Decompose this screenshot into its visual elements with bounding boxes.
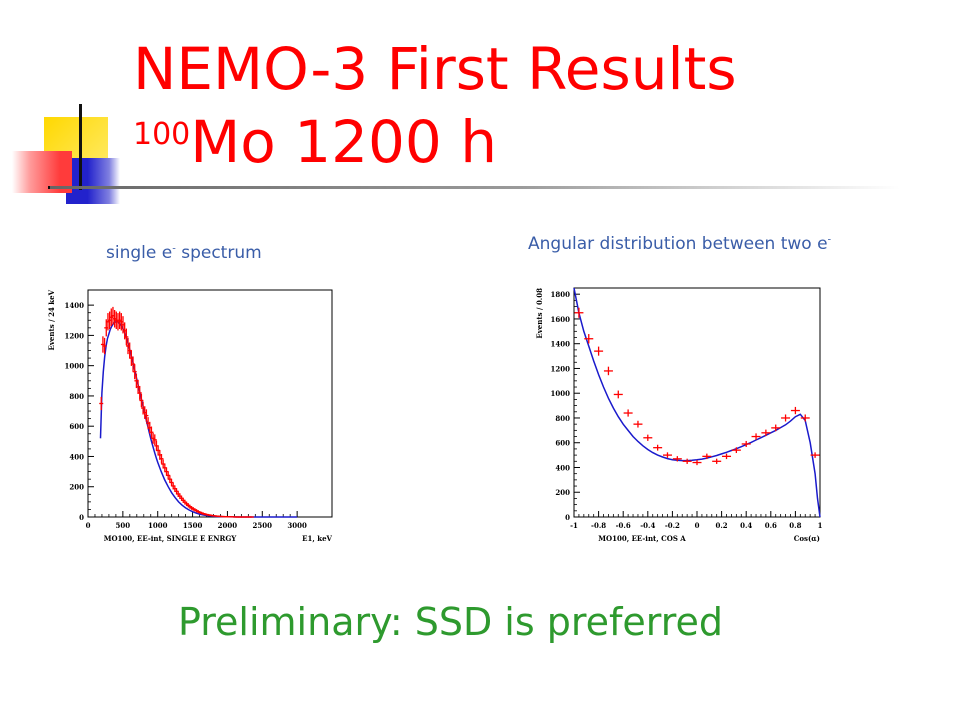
chart1-data-point <box>633 420 643 428</box>
chart1-y-tick-label: 1200 <box>551 364 571 373</box>
right-chart-caption: Angular distribution between two e- <box>528 234 831 254</box>
chart1-data-point <box>662 452 672 458</box>
chart1-x-tick-label: 0 <box>695 521 700 530</box>
chart1-x-tick-label: 0.2 <box>716 521 728 530</box>
chart1-x-tick-label: -0.2 <box>665 521 680 530</box>
chart0-x-tick-label: 3000 <box>287 521 307 530</box>
chart1-data-point <box>790 406 800 415</box>
chart1-data-point <box>594 346 604 356</box>
chart0-data-point <box>144 409 149 422</box>
chart1-data-point <box>682 458 692 464</box>
chart0-x-tick-label: 500 <box>116 521 131 530</box>
chart1-data-point <box>692 459 702 466</box>
chart0-data-point <box>99 396 104 411</box>
chart1-data-point <box>741 440 751 447</box>
decor-blue-square <box>66 158 120 204</box>
chart0-x-axis-label: MO100, EE-int, SINGLE E ENRGY <box>104 534 238 543</box>
left-chart-caption: single e- spectrum <box>106 243 262 263</box>
chart1-x-axis-label: MO100, EE-int, COS A <box>598 534 686 543</box>
chart1-data-point <box>781 414 791 422</box>
title-superscript: 100 <box>133 117 191 152</box>
chart1-data-point <box>584 334 594 344</box>
chart1-data-point <box>761 429 771 437</box>
page-title: NEMO-3 First Results 100Mo 1200 h <box>133 36 737 175</box>
chart0-data-point <box>131 356 136 372</box>
chart1-x-axis-unit: Cos(α) <box>794 534 820 543</box>
chart1-data-point <box>603 366 613 376</box>
chart0-y-tick-label: 1400 <box>65 301 85 310</box>
chart1-x-tick-label: -0.6 <box>616 521 631 530</box>
chart0-x-tick-label: 2000 <box>218 521 238 530</box>
chart1-x-tick-label: 0.8 <box>789 521 801 530</box>
chart1-y-tick-label: 600 <box>555 439 570 448</box>
chart0-data-point <box>137 385 142 400</box>
chart0-y-tick-label: 200 <box>69 483 84 492</box>
chart1-data-point <box>702 453 712 460</box>
chart1-data-point <box>800 414 810 422</box>
chart0-y-axis-label: Events / 24 keV <box>47 289 56 350</box>
chart1-data-point <box>643 434 653 441</box>
chart0-y-tick-label: 400 <box>69 452 84 461</box>
chart1-data-point <box>771 424 781 432</box>
chart1-data-point <box>623 409 633 417</box>
chart0-x-tick-label: 0 <box>86 521 91 530</box>
title-underline <box>50 186 900 189</box>
chart1-y-tick-label: 1400 <box>551 340 571 349</box>
chart1-y-tick-label: 400 <box>555 463 570 472</box>
chart1-data-point <box>722 453 732 460</box>
left-caption-main: single e <box>106 243 173 263</box>
left-caption-sup: - <box>172 243 176 255</box>
chart1-x-tick-label: -0.4 <box>640 521 655 530</box>
right-caption-sup: - <box>827 234 832 246</box>
chart0-x-axis-unit: E1, keV <box>302 534 332 543</box>
conclusion-text: Preliminary: SSD is preferred <box>178 600 724 644</box>
chart0-data-point <box>159 453 164 464</box>
chart0-y-tick-label: 600 <box>69 422 84 431</box>
chart0-data-point <box>152 434 157 446</box>
chart1-y-tick-label: 200 <box>555 488 570 497</box>
chart0-data-point <box>102 337 107 355</box>
chart1-y-tick-label: 0 <box>565 513 570 522</box>
chart1-y-tick-label: 1800 <box>551 290 571 299</box>
chart0-x-tick-label: 2500 <box>253 521 273 530</box>
chart0-y-tick-label: 0 <box>79 513 84 522</box>
chart1-y-tick-label: 800 <box>555 414 570 423</box>
chart0-data-point <box>132 364 137 380</box>
chart1-data-point <box>574 307 584 318</box>
chart1-data-point <box>731 447 741 454</box>
chart0-data-point <box>139 393 144 408</box>
chart0-data-point <box>169 478 174 487</box>
title-line-1: NEMO-3 First Results <box>133 35 737 103</box>
decor-vertical-line <box>79 104 82 190</box>
chart0-x-tick-label: 1000 <box>148 521 168 530</box>
title-line-2-text: Mo 1200 h <box>190 108 498 176</box>
chart0-x-tick-label: 1500 <box>183 521 203 530</box>
chart1-y-tick-label: 1000 <box>551 389 571 398</box>
chart1-data-point <box>712 458 722 464</box>
chart1-y-tick-label: 1600 <box>551 315 571 324</box>
single-electron-spectrum-chart: 0 200 400 600 800 1000 1200 1400 0 500 1000 1500 200… <box>47 289 333 543</box>
chart1-data-point <box>613 390 623 399</box>
chart0-data-point <box>149 426 154 438</box>
chart0-y-tick-label: 800 <box>69 392 84 401</box>
left-caption-tail: spectrum <box>175 243 262 263</box>
chart0-y-tick-label: 1000 <box>65 362 85 371</box>
chart0-data-point <box>124 328 129 346</box>
right-caption-main: Angular distribution between two e <box>528 234 828 254</box>
chart1-fit-curve <box>573 287 821 518</box>
chart1-data-point <box>672 456 682 462</box>
chart1-x-tick-label: -1 <box>570 521 578 530</box>
chart1-data-point <box>653 444 663 451</box>
chart1-y-axis-label: Events / 0.08 <box>535 288 544 339</box>
chart0-y-tick-label: 1200 <box>65 331 85 340</box>
angular-distribution-chart: 0 200 400 600 800 1000 1200 1400 1600 1800 -1 -0.8 -… <box>535 287 823 543</box>
title-line-2: 100Mo 1200 h <box>133 102 737 175</box>
chart1-x-tick-label: -0.8 <box>591 521 606 530</box>
chart1-x-tick-label: 0.6 <box>765 521 777 530</box>
chart1-x-tick-label: 1 <box>818 521 823 530</box>
chart1-data-point <box>751 433 761 440</box>
chart1-x-tick-label: 0.4 <box>740 521 752 530</box>
chart1-data-point <box>810 452 820 458</box>
